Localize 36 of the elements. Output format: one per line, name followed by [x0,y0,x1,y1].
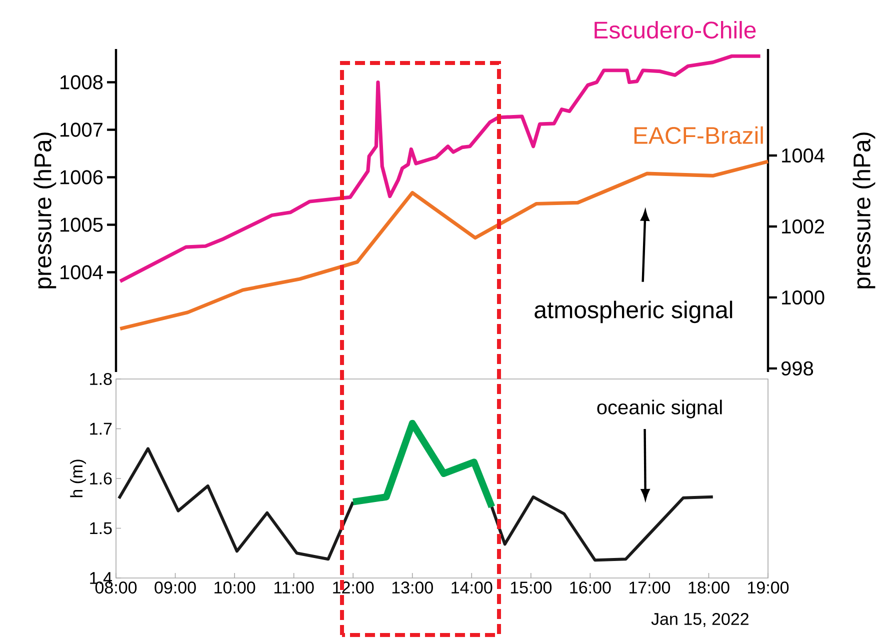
x-tick-label: 08:00 [95,582,137,594]
y2-tick-label: 1000 [782,290,824,305]
y2-tick-label: 1002 [782,219,824,234]
x-tick-label: 18:00 [688,582,730,594]
x-tick-label: 19:00 [748,582,789,594]
y-tick-label: 1007 [60,122,102,137]
x-tick-label: 12:00 [333,582,374,594]
line-series [118,54,762,284]
y-tick-label: 1.7 [90,422,112,435]
y2-tick-label: 998 [781,361,814,376]
y-tick-label: 1008 [60,75,103,90]
y-tick-label: 1006 [60,170,103,184]
x-tick-label: 09:00 [154,582,196,594]
x-tick-label: 16:00 [570,582,611,594]
x-tick-label: 15:00 [510,582,552,594]
y-tick-label: 1.4 [90,572,112,584]
x-tick-label: 13:00 [392,582,433,594]
y-axis-title: h (m) [70,460,86,498]
y-axis-title: pressure (hPa) [34,132,56,288]
y-tick-label: 1005 [60,218,103,232]
annotation: atmospheric signal [534,300,732,324]
y2-axis-title: pressure (hPa) [852,132,876,288]
y-tick-label: 1004 [60,265,103,280]
y-tick-label: 1.8 [90,372,112,386]
line-series [118,160,770,330]
x-tick-label: 10:00 [214,582,256,594]
series-label: Escudero-Chile [594,20,756,39]
text: Jan 15, 2022 [651,612,748,628]
y2-tick-label: 1004 [782,148,824,163]
y-tick-label: 1.6 [90,472,112,485]
x-tick-label: 11:00 [274,582,314,594]
series-label: EACF-Brazil [634,126,763,144]
x-tick-label: 14:00 [452,582,492,594]
x-tick-label: 17:00 [629,582,670,594]
y-tick-label: 1.5 [90,522,112,534]
annotation: oceanic signal [597,400,722,418]
